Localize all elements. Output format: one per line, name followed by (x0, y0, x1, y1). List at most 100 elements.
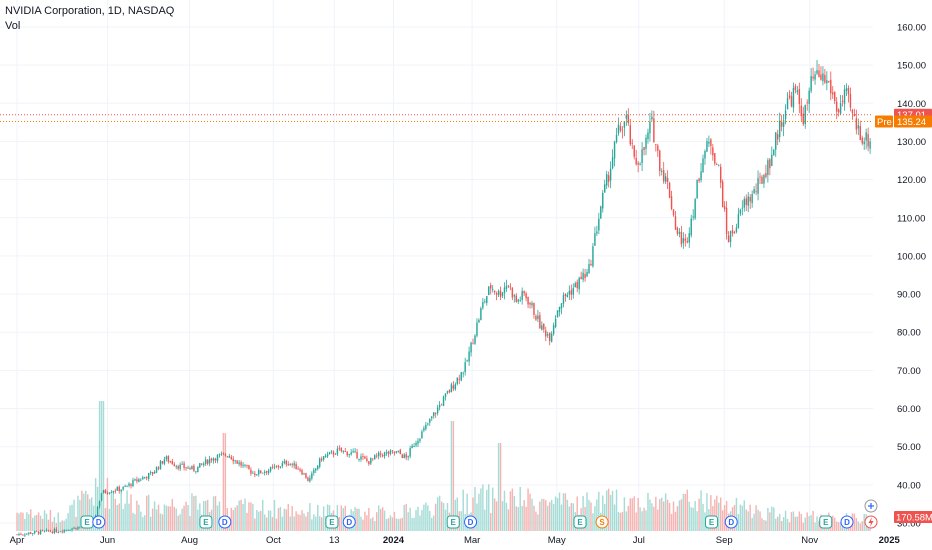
volume-bar (837, 522, 840, 531)
volume-bar (771, 506, 773, 531)
add-indicator-button[interactable] (864, 499, 878, 513)
volume-bar (260, 510, 262, 531)
candle-body (138, 479, 140, 482)
volume-bar (303, 513, 305, 531)
volume-bar (751, 517, 753, 531)
earnings-marker[interactable]: E (80, 515, 94, 529)
candle-body (605, 174, 608, 186)
earnings-marker[interactable]: E (705, 515, 719, 529)
candle-body (488, 286, 490, 296)
dividend-marker[interactable]: D (342, 515, 356, 529)
earnings-marker[interactable]: E (819, 515, 833, 529)
candle (429, 418, 431, 426)
volume-bar (354, 507, 356, 531)
price-axis[interactable]: 160.00 150.00 140.00 130.00 120.00 110.00 100.… (897, 23, 926, 530)
volume-bar (495, 501, 498, 531)
volume-label[interactable]: Vol (5, 20, 21, 32)
volume-bar (521, 506, 523, 531)
volume-bar (602, 495, 604, 531)
candle (507, 285, 510, 289)
candle-body (586, 272, 588, 277)
candle-body (867, 134, 869, 147)
candle (668, 181, 671, 199)
candle (138, 477, 140, 483)
flash-button[interactable] (864, 515, 878, 529)
candle (440, 403, 443, 406)
candle-body (432, 412, 435, 417)
dividend-marker[interactable]: D (724, 515, 738, 529)
candle-body (690, 218, 692, 236)
dividend-marker[interactable]: D (92, 515, 106, 529)
candle (413, 442, 415, 447)
volume-bar (322, 506, 325, 531)
volume-bar (43, 510, 46, 531)
candle (517, 298, 519, 304)
volume-bar (501, 501, 504, 531)
candle (710, 138, 712, 155)
candle-body (678, 232, 681, 234)
candle-body (195, 471, 197, 472)
volume-bar (806, 512, 808, 531)
candle-body (719, 166, 722, 183)
volume-bar (409, 507, 411, 531)
volume-bar (674, 511, 677, 531)
earnings-marker[interactable]: E (325, 515, 339, 529)
volume-bar (466, 493, 468, 531)
candle (537, 309, 539, 323)
candle (584, 269, 586, 282)
dividend-marker[interactable]: D (464, 515, 478, 529)
candle (368, 461, 370, 466)
earnings-marker[interactable]: E (199, 515, 213, 529)
symbol-title[interactable]: NVIDIA Corporation, 1D, NASDAQ (5, 5, 175, 17)
volume-bar (859, 523, 861, 531)
candle-body (45, 529, 48, 531)
candle (700, 162, 702, 183)
volume-bar (633, 496, 635, 531)
candle-body (841, 100, 844, 103)
candle (470, 341, 472, 357)
candle (733, 230, 736, 234)
candle (721, 179, 724, 208)
candle (69, 529, 71, 531)
candle (775, 132, 777, 157)
candle-body (714, 153, 716, 164)
candle (45, 528, 48, 532)
candle (206, 458, 209, 466)
candle (755, 183, 757, 196)
dividend-marker[interactable]: D (218, 515, 232, 529)
price-tick-label: 30.00 (897, 519, 921, 530)
candle-body (244, 464, 246, 466)
dividend-badge (724, 515, 738, 529)
candle (311, 471, 313, 481)
candle (96, 505, 99, 517)
candle-body (480, 308, 482, 321)
candle-body (334, 454, 337, 455)
candle-body (57, 531, 59, 533)
price-tick-label: 100.00 (897, 251, 926, 262)
candle-body (356, 451, 358, 459)
candle-body (330, 451, 333, 453)
candle-body (796, 90, 799, 93)
volume-bar (543, 498, 545, 531)
candle-body (733, 232, 736, 234)
time-axis[interactable]: Apr Jun Aug Oct 13 2024 Mar May Jul Sep Nov 2025 (10, 535, 901, 546)
volume-bar (800, 513, 803, 531)
volume-bar (287, 504, 289, 531)
chart-controls[interactable] (864, 499, 878, 529)
candle (515, 293, 517, 303)
candle-body (682, 238, 685, 244)
dividend-marker[interactable]: D (840, 515, 854, 529)
volume-bar (480, 488, 482, 531)
candle-body (59, 531, 61, 533)
split-marker[interactable]: S (595, 515, 609, 529)
earnings-marker[interactable]: E (573, 515, 587, 529)
candle (399, 448, 402, 455)
time-tick-label: Jul (633, 535, 645, 546)
candle-body (476, 322, 478, 336)
candle-body (214, 458, 217, 461)
candle (859, 120, 861, 141)
earnings-marker[interactable]: E (446, 515, 460, 529)
candle (317, 464, 319, 471)
